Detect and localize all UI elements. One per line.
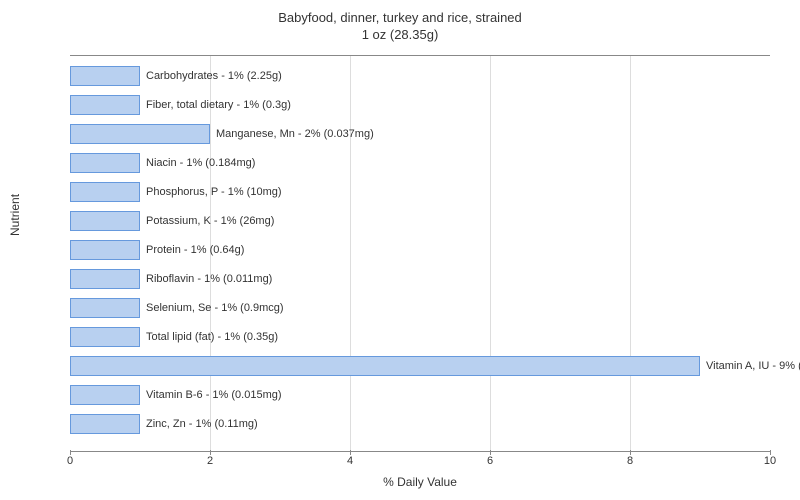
x-tick-label: 2 (207, 455, 213, 467)
x-tick-mark (70, 450, 71, 455)
bar (70, 269, 140, 289)
bar (70, 95, 140, 115)
bar (70, 356, 700, 376)
x-tick-label: 6 (487, 455, 493, 467)
x-tick-label: 4 (347, 455, 353, 467)
x-tick-mark (630, 450, 631, 455)
bar (70, 124, 210, 144)
bar-label: Vitamin A, IU - 9% (460IU) (706, 356, 800, 376)
bar (70, 153, 140, 173)
title-line-1: Babyfood, dinner, turkey and rice, strai… (278, 10, 522, 25)
x-axis-label: % Daily Value (70, 475, 770, 489)
bar (70, 327, 140, 347)
bar-label: Protein - 1% (0.64g) (146, 240, 244, 260)
bar-label: Zinc, Zn - 1% (0.11mg) (146, 414, 258, 434)
nutrient-chart: Babyfood, dinner, turkey and rice, strai… (0, 0, 800, 500)
bar (70, 298, 140, 318)
x-tick-label: 0 (67, 455, 73, 467)
bar-label: Fiber, total dietary - 1% (0.3g) (146, 95, 291, 115)
x-tick-label: 10 (764, 455, 776, 467)
chart-title: Babyfood, dinner, turkey and rice, strai… (0, 0, 800, 44)
bar-label: Carbohydrates - 1% (2.25g) (146, 66, 282, 86)
x-tick-mark (210, 450, 211, 455)
x-tick-label: 8 (627, 455, 633, 467)
bar (70, 385, 140, 405)
bar-label: Total lipid (fat) - 1% (0.35g) (146, 327, 278, 347)
x-tick-mark (350, 450, 351, 455)
plot-area: Carbohydrates - 1% (2.25g) Fiber, total d… (70, 55, 770, 452)
gridline (630, 56, 631, 451)
gridline (350, 56, 351, 451)
bar (70, 414, 140, 434)
bar (70, 66, 140, 86)
bar-label: Potassium, K - 1% (26mg) (146, 211, 274, 231)
bar (70, 240, 140, 260)
x-tick-mark (770, 450, 771, 455)
bar-label: Riboflavin - 1% (0.011mg) (146, 269, 272, 289)
bar (70, 182, 140, 202)
title-line-2: 1 oz (28.35g) (362, 27, 439, 42)
x-tick-mark (490, 450, 491, 455)
bar-label: Vitamin B-6 - 1% (0.015mg) (146, 385, 282, 405)
bar-label: Selenium, Se - 1% (0.9mcg) (146, 298, 284, 318)
bar-label: Phosphorus, P - 1% (10mg) (146, 182, 282, 202)
y-axis-label: Nutrient (8, 194, 22, 236)
bar-label: Manganese, Mn - 2% (0.037mg) (216, 124, 374, 144)
bar (70, 211, 140, 231)
gridline (490, 56, 491, 451)
bar-label: Niacin - 1% (0.184mg) (146, 153, 255, 173)
